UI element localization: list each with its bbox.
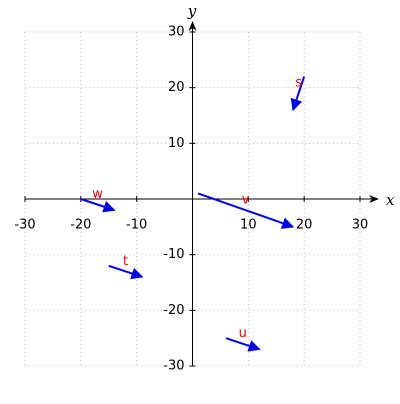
y-tick-label: 30 [168,25,185,40]
y-tick-label: 10 [168,136,185,151]
vector-label: t [123,254,128,269]
vector-arrow [80,198,116,213]
x-tick-label: -10 [126,218,147,233]
y-tick-label: 20 [168,80,185,95]
x-tick-label: -20 [70,218,91,233]
x-axis-label: x [386,191,395,209]
y-tick-label: -20 [163,303,184,318]
vector-arrow [225,337,261,352]
vector-label: u [239,326,247,341]
y-tick-label: -30 [163,359,184,374]
vector-arrow [108,264,144,280]
vector-label: s [295,76,302,91]
vector-arrow [197,192,295,229]
x-tick-label: 30 [352,218,369,233]
y-axis-label: y [187,2,197,20]
vector-arrow [290,76,306,112]
x-tick-label: 20 [296,218,313,233]
x-tick-label: 10 [240,218,257,233]
vector-label: v [242,193,250,208]
y-tick-label: -10 [163,247,184,262]
vector-label: w [92,187,103,202]
x-tick-label: -30 [14,218,35,233]
